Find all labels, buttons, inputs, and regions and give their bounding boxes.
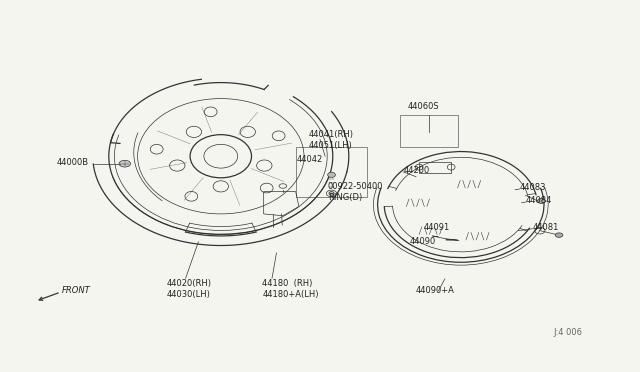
Text: 44084: 44084	[526, 196, 552, 205]
Text: 44020(RH)
44030(LH): 44020(RH) 44030(LH)	[166, 279, 211, 299]
Bar	[419, 161, 451, 173]
Text: 00922-50400
RING(D): 00922-50400 RING(D)	[328, 182, 383, 202]
Ellipse shape	[328, 172, 335, 177]
Ellipse shape	[538, 198, 545, 203]
Text: 44041(RH)
44051(LH): 44041(RH) 44051(LH)	[308, 130, 353, 150]
Polygon shape	[264, 192, 299, 216]
Text: 44090+A: 44090+A	[415, 286, 454, 295]
Bar	[296, 147, 367, 197]
Text: 44083: 44083	[520, 183, 546, 192]
Text: 44060S: 44060S	[408, 102, 439, 110]
Text: FRONT: FRONT	[62, 286, 91, 295]
Text: 44200: 44200	[403, 166, 429, 175]
Ellipse shape	[119, 160, 131, 167]
Ellipse shape	[329, 192, 334, 195]
Text: 44090: 44090	[410, 237, 436, 246]
Text: 44091: 44091	[424, 223, 450, 232]
Text: 44081: 44081	[532, 223, 559, 232]
Bar	[400, 115, 458, 147]
Text: 44180  (RH)
44180+A(LH): 44180 (RH) 44180+A(LH)	[262, 279, 319, 299]
Ellipse shape	[555, 233, 563, 237]
Text: 44042: 44042	[296, 155, 323, 164]
Text: J:4 006: J:4 006	[554, 328, 582, 337]
Text: 44000B: 44000B	[56, 158, 88, 167]
